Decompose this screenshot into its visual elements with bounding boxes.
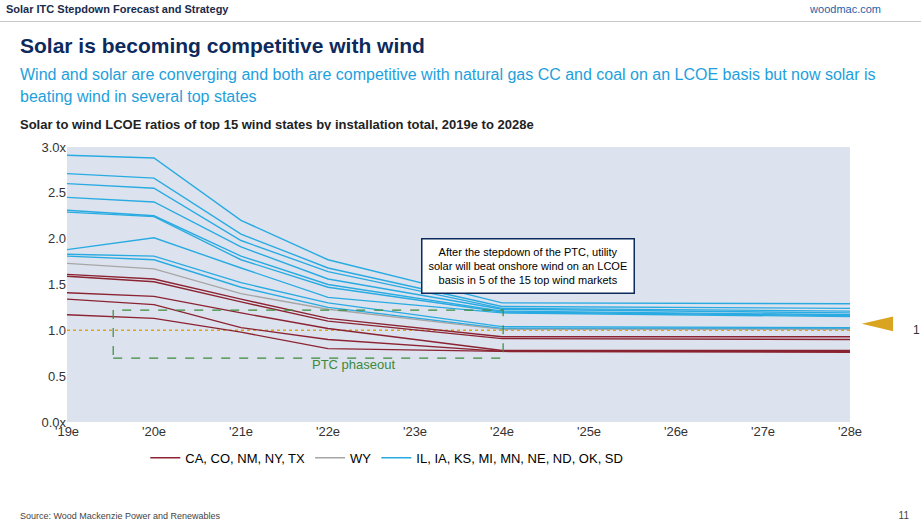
html-text:Solar to wind LCOE ratios of t: Solar to wind LCOE ratios of top 15 wind…: [20, 117, 534, 132]
svg-text:'28e: '28e: [838, 424, 862, 439]
svg-text:3.0x: 3.0x: [41, 140, 66, 155]
svg-text:2.0: 2.0: [48, 231, 66, 246]
html-text:Solar is becoming competitive: Solar is becoming competitive with wind: [20, 34, 425, 57]
svg-text:WY: WY: [350, 451, 371, 466]
svg-text:After the stepdown of the PTC,: After the stepdown of the PTC, utilityso…: [429, 246, 628, 287]
svg-text:1: 1: [913, 323, 920, 337]
svg-text:1.0: 1.0: [48, 323, 66, 338]
svg-text:'27e: '27e: [751, 424, 775, 439]
svg-text:'25e: '25e: [577, 424, 601, 439]
svg-text:'26e: '26e: [664, 424, 688, 439]
svg-text:'20e: '20e: [142, 424, 166, 439]
svg-text:'22e: '22e: [316, 424, 340, 439]
html-text:Source: Wood Mackenzie Power a: Source: Wood Mackenzie Power and Renewab…: [20, 511, 220, 521]
svg-text:'24e: '24e: [490, 424, 514, 439]
svg-text:0.5: 0.5: [48, 369, 66, 384]
svg-text:CA, CO, NM, NY, TX: CA, CO, NM, NY, TX: [185, 451, 305, 466]
html-text:Solar ITC Stepdown Forecast an: Solar ITC Stepdown Forecast and Strategy: [6, 3, 229, 15]
svg-text:IL, IA, KS, MI, MN, NE, ND, OK: IL, IA, KS, MI, MN, NE, ND, OK, SD: [416, 451, 623, 466]
svg-text:0.0x: 0.0x: [41, 415, 66, 430]
html-text:Wind and solar are converging: Wind and solar are converging and both a…: [20, 66, 876, 105]
svg-text:PTC phaseout: PTC phaseout: [312, 357, 395, 372]
svg-text:1.5: 1.5: [48, 277, 66, 292]
svg-text:'21e: '21e: [229, 424, 253, 439]
html-text:11: 11: [898, 510, 909, 521]
svg-text:'19e: '19e: [55, 424, 79, 439]
svg-text:2.5: 2.5: [48, 185, 66, 200]
svg-text:'23e: '23e: [403, 424, 427, 439]
html-text:woodmac.com: woodmac.com: [810, 3, 881, 15]
